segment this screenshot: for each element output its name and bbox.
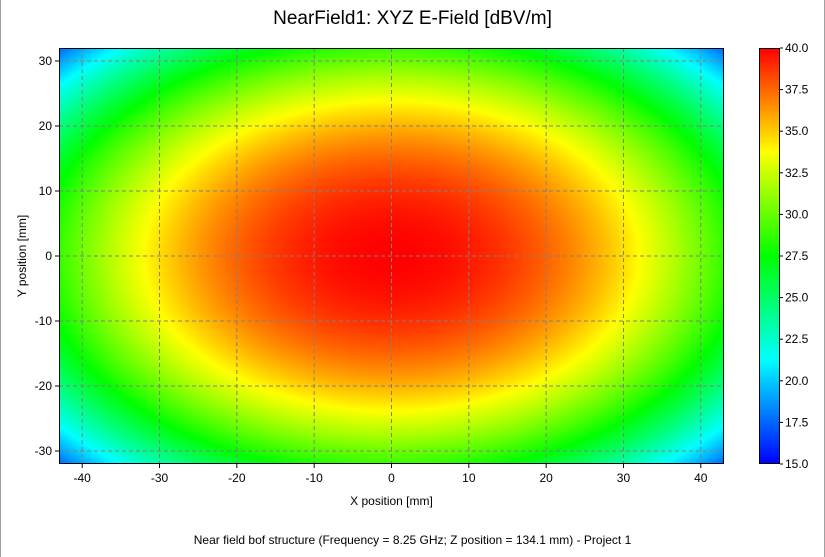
colorbar-tick-label: 15.0 (785, 457, 809, 471)
chart-footer: Near field bof structure (Frequency = 8.… (193, 533, 632, 547)
x-tick-label: 0 (388, 471, 395, 485)
plot-frame (59, 48, 724, 464)
x-tick-label: -20 (228, 471, 246, 485)
y-tick-label: -20 (35, 379, 53, 393)
colorbar-tick-label: 25.0 (785, 291, 809, 305)
x-tick-label: -10 (306, 471, 324, 485)
window-border-left (0, 0, 1, 557)
x-tick-label: 30 (617, 471, 631, 485)
y-tick-label: 30 (39, 54, 53, 68)
y-tick-label: 20 (39, 119, 53, 133)
colorbar-tick-label: 35.0 (785, 124, 809, 138)
colorbar-tick-label: 27.5 (785, 249, 809, 263)
x-axis-label: X position [mm] (350, 494, 433, 508)
colorbar-gradient (759, 48, 780, 464)
x-tick-label: 20 (539, 471, 553, 485)
colorbar-tick-label: 22.5 (785, 332, 809, 346)
y-tick-label: 0 (45, 249, 52, 263)
x-tick-label: -30 (151, 471, 169, 485)
chart-title: NearField1: XYZ E-Field [dBV/m] (273, 8, 552, 29)
colorbar-tick-label: 32.5 (785, 166, 809, 180)
colorbar-tick-label: 20.0 (785, 374, 809, 388)
x-tick-label: 40 (694, 471, 708, 485)
y-tick-label: -30 (35, 444, 53, 458)
colorbar-tick-label: 30.0 (785, 207, 809, 221)
colorbar-tick-label: 37.5 (785, 83, 809, 97)
x-tick-label: -40 (74, 471, 92, 485)
y-axis-label: Y position [mm] (15, 215, 29, 297)
y-tick-label: -10 (35, 314, 53, 328)
x-tick-label: 10 (462, 471, 476, 485)
colorbar-tick-label: 40.0 (785, 41, 809, 55)
y-tick-label: 10 (39, 184, 53, 198)
colorbar-frame (759, 48, 780, 464)
colorbar-tick-label: 17.5 (785, 415, 809, 429)
